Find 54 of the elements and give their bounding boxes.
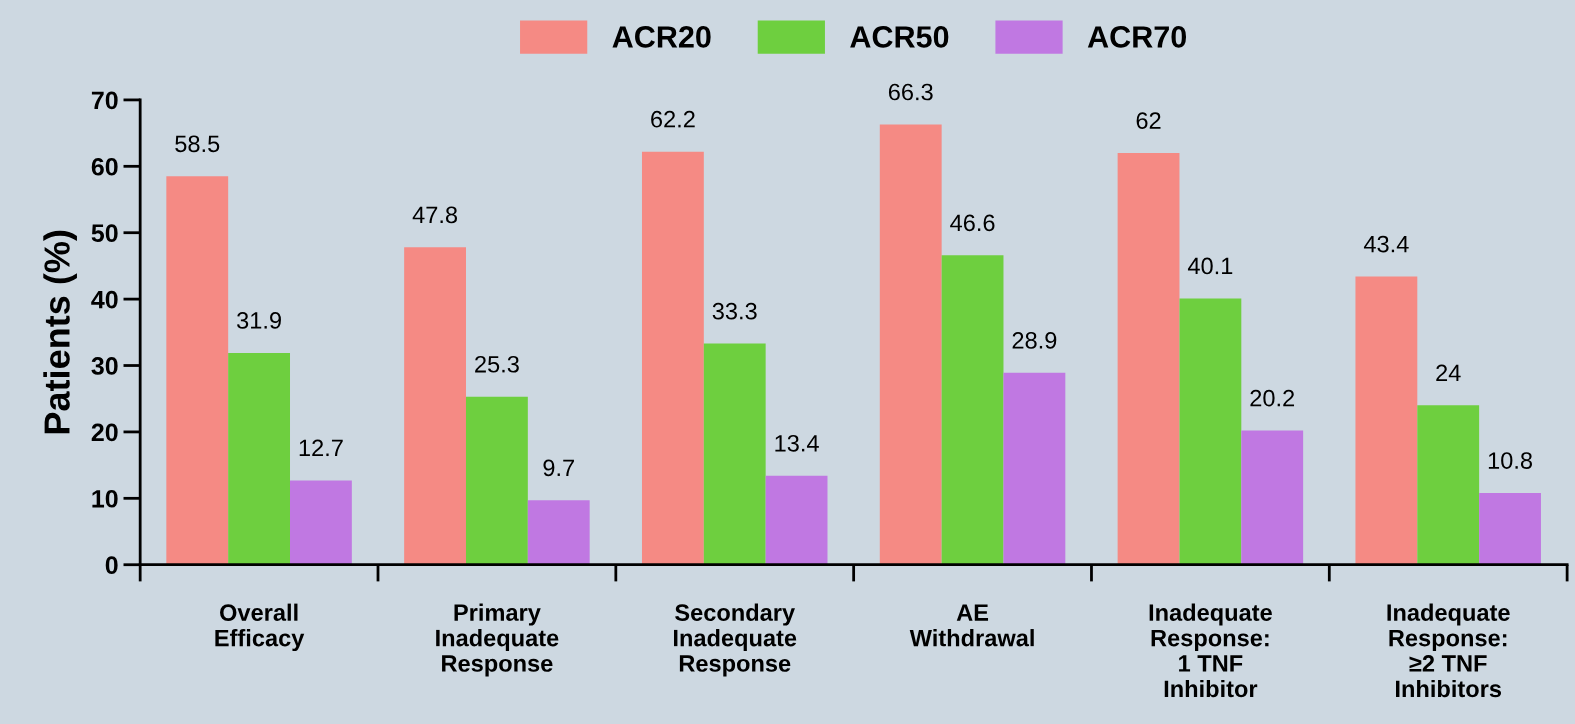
y-tick-label: 30 [91, 357, 118, 375]
legend-label: ACR70 [1087, 26, 1187, 48]
data-label: 33.3 [712, 302, 757, 320]
bar [404, 247, 466, 565]
bar [1241, 430, 1304, 565]
y-tick-label: 10 [92, 489, 118, 508]
bar [1417, 405, 1480, 565]
bar [879, 124, 942, 565]
y-tick-label: 60 [91, 157, 118, 176]
bar [703, 343, 766, 565]
bar [765, 475, 828, 565]
data-label: 31.9 [237, 312, 281, 329]
x-tick-label: Inadequate Response: 1 TNF Inhibitor [1149, 603, 1272, 698]
bar [1355, 276, 1418, 565]
data-label: 66.3 [888, 83, 933, 101]
x-tick-label: AE Withdrawal [909, 604, 1034, 647]
data-label: 20.2 [1250, 389, 1295, 407]
data-label: 62 [1136, 112, 1161, 129]
bar [466, 396, 528, 565]
bar [1479, 493, 1541, 565]
bar [1003, 372, 1066, 565]
y-axis-title: Patients (%) [43, 230, 77, 434]
data-label: 10.8 [1488, 452, 1532, 469]
data-label: 24 [1436, 364, 1461, 382]
bar [1179, 298, 1242, 565]
data-label: 58.5 [175, 135, 220, 153]
data-label: 46.6 [950, 214, 995, 232]
data-label: 62.2 [651, 110, 695, 128]
data-label: 43.4 [1363, 235, 1409, 253]
bar [941, 255, 1004, 565]
data-label: 12.7 [299, 439, 343, 457]
x-tick-label: Primary Inadequate Response [436, 603, 559, 677]
bar [641, 151, 704, 565]
data-label: 40.1 [1187, 257, 1233, 275]
legend-label: ACR50 [850, 26, 949, 48]
x-tick-label: Inadequate Response: ≥2 TNF Inhibitors [1387, 603, 1510, 698]
legend-label: ACR20 [612, 26, 711, 48]
data-label: 25.3 [475, 355, 519, 373]
y-tick-label: 50 [91, 224, 118, 243]
bar [1117, 153, 1180, 565]
y-tick-label: 70 [91, 91, 118, 110]
data-label: 47.8 [412, 206, 458, 224]
x-tick-label: Overall Efficacy [215, 603, 305, 652]
y-tick-label: 40 [91, 290, 118, 309]
y-tick-label: 20 [91, 423, 118, 442]
data-label: 13.4 [775, 434, 819, 452]
bar [166, 176, 229, 565]
x-tick-label: Secondary Inadequate Response [674, 603, 797, 677]
data-label: 9.7 [543, 459, 574, 477]
data-label: 28.9 [1012, 331, 1057, 349]
bar [228, 352, 290, 565]
bar [527, 500, 590, 565]
bar [290, 480, 352, 565]
y-tick-label: 0 [105, 556, 118, 575]
